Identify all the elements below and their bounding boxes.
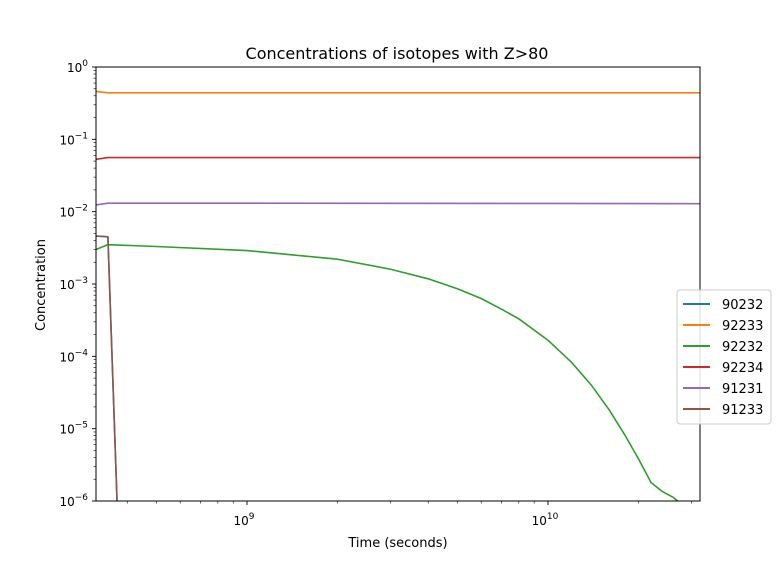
y-tick-label: 10−3 [59,276,88,292]
y-tick-label: 10−5 [59,421,88,437]
legend-label-92233: 92233 [722,319,763,334]
y-axis-ticks: 10−6 10−5 10−4 10−3 10−2 10−1 100 [59,59,96,509]
y-axis-label: Concentration [34,239,49,331]
chart-title: Concentrations of isotopes with Z>80 [246,44,549,63]
series-line-91231 [96,202,700,206]
legend-label-92234: 92234 [722,361,763,376]
series-line-91233 [96,235,118,501]
series-line-90232 [96,235,118,501]
series-line-92234 [96,156,700,161]
plot-area [96,90,700,501]
series-line-92232 [96,243,679,501]
legend-label-92232: 92232 [722,340,763,355]
y-tick-label: 10−4 [59,348,88,364]
x-axis-ticks: 109 1010 [126,501,692,528]
y-tick-label: 100 [67,59,88,75]
y-tick-label: 10−2 [59,204,88,220]
x-tick-label: 109 [233,512,254,528]
y-tick-label: 10−6 [59,493,88,509]
legend-label-91231: 91231 [722,382,763,397]
series-line-92233 [96,90,700,94]
axes-frame [95,66,701,502]
x-tick-label: 1010 [532,512,559,528]
legend-label-90232: 90232 [722,298,763,313]
legend-box [676,289,772,425]
x-axis-label: Time (seconds) [347,536,447,551]
legend-label-91233: 91233 [722,403,763,418]
legend: 90232 92233 92232 92234 91231 91233 [676,289,772,425]
y-tick-label: 10−1 [59,131,88,147]
